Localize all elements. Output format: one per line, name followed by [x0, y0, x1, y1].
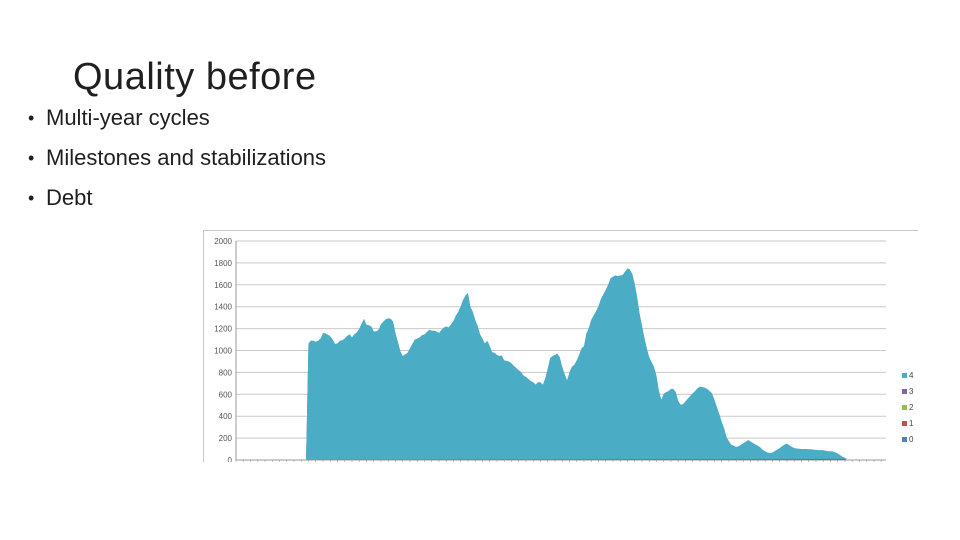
legend-swatch-1	[902, 421, 907, 426]
stacked-area-chart: 0 200 400 600 800 1000 1200 1400 1600 1800 2000 4 3 2…	[214, 237, 914, 462]
y-tick-label: 200	[219, 434, 233, 443]
y-tick-label: 1000	[214, 347, 232, 356]
bullet-text: Multi-year cycles	[46, 105, 210, 130]
bullet-list: • Multi-year cycles • Milestones and stabi…	[28, 98, 326, 218]
legend-label-0: 0	[909, 435, 914, 444]
legend-swatch-3	[902, 389, 907, 394]
legend-label-1: 1	[909, 419, 914, 428]
y-tick-label: 600	[219, 390, 233, 399]
y-tick-label: 0	[228, 456, 233, 462]
y-tick-label: 2000	[214, 237, 232, 246]
legend-swatch-4	[902, 373, 907, 378]
y-tick-label: 1800	[214, 259, 232, 268]
legend-label-3: 3	[909, 387, 914, 396]
legend-swatch-2	[902, 405, 907, 410]
series-area-4	[236, 268, 867, 460]
slide-title: Quality before	[73, 56, 317, 98]
bullet-text: Milestones and stabilizations	[46, 145, 327, 170]
y-tick-label: 400	[219, 412, 233, 421]
y-tick-label: 1200	[214, 325, 232, 334]
legend-label-2: 2	[909, 403, 914, 412]
bullet-item: • Debt	[28, 178, 326, 218]
bullet-item: • Multi-year cycles	[28, 98, 326, 138]
bullet-icon: •	[28, 148, 35, 168]
legend-label-4: 4	[909, 371, 914, 380]
y-tick-label: 1600	[214, 281, 232, 290]
chart-frame: 0 200 400 600 800 1000 1200 1400 1600 1800 2000 4 3 2…	[203, 230, 918, 462]
y-tick-label: 1400	[214, 303, 232, 312]
bullet-text: Debt	[46, 185, 93, 210]
bullet-icon: •	[28, 108, 35, 128]
bullet-item: • Milestones and stabilizations	[28, 138, 326, 178]
legend-swatch-0	[902, 437, 907, 442]
bullet-icon: •	[28, 188, 35, 208]
y-tick-label: 800	[219, 368, 233, 377]
